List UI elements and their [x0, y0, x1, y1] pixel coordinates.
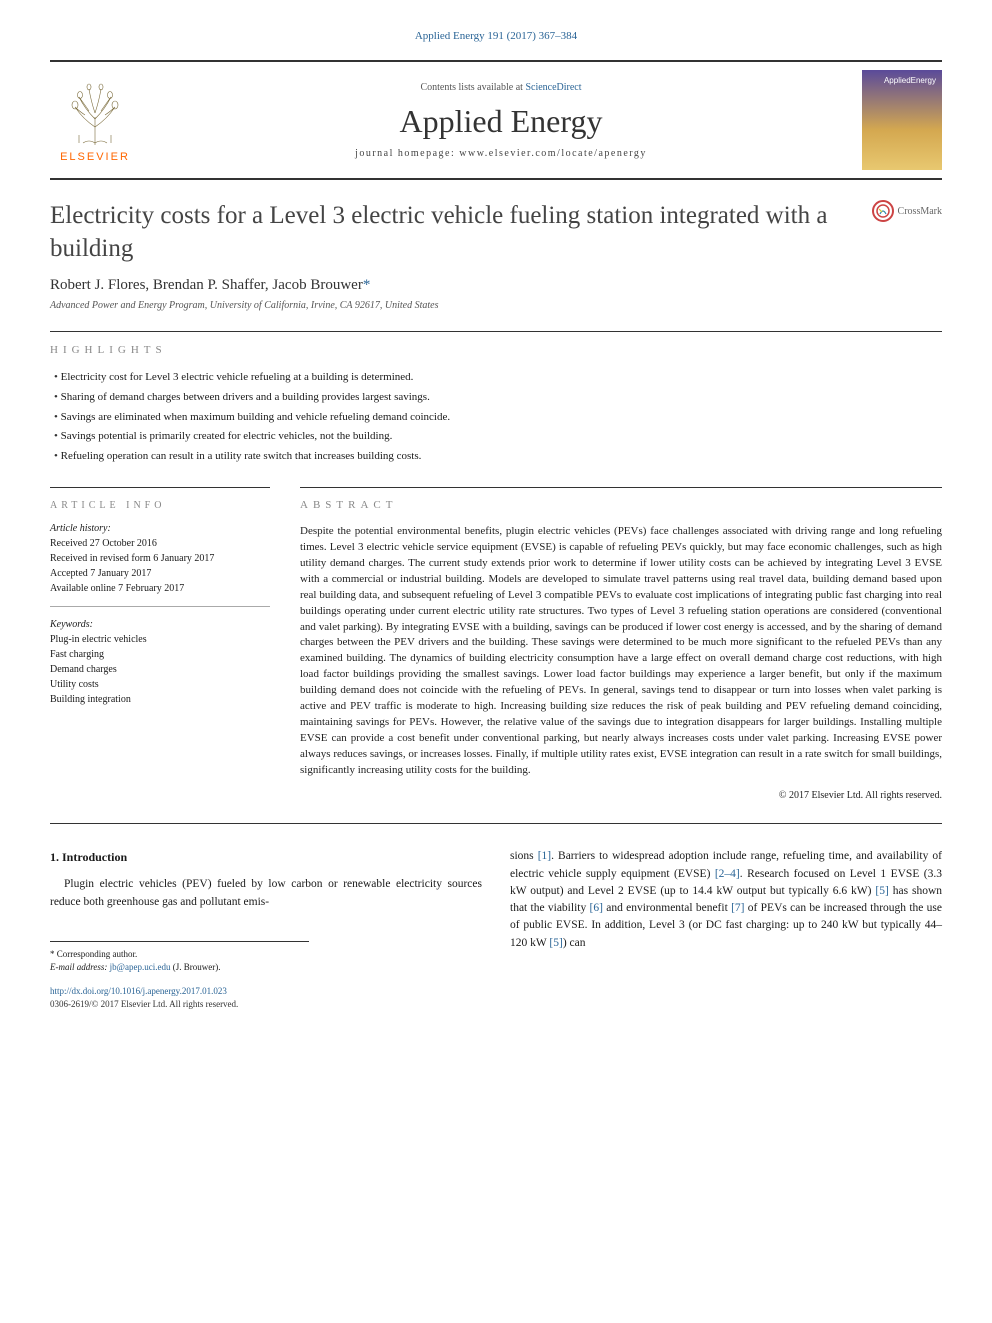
journal-header: ELSEVIER Contents lists available at Sci… — [50, 60, 942, 180]
highlight-item: Savings are eliminated when maximum buil… — [54, 408, 942, 428]
doi-link[interactable]: http://dx.doi.org/10.1016/j.apenergy.201… — [50, 985, 482, 999]
crossmark-icon — [872, 200, 894, 222]
abstract-heading: ABSTRACT — [300, 487, 942, 514]
journal-homepage: journal homepage: www.elsevier.com/locat… — [160, 148, 842, 159]
contents-prefix: Contents lists available at — [420, 82, 525, 93]
introduction-heading: 1. Introduction — [50, 848, 482, 866]
sciencedirect-link[interactable]: ScienceDirect — [525, 82, 581, 93]
intro-text-1: sions — [510, 850, 538, 862]
ref-link[interactable]: [6] — [590, 902, 603, 914]
elsevier-text: ELSEVIER — [60, 151, 130, 163]
intro-text-5: and environmental benefit — [603, 902, 731, 914]
journal-cover-thumbnail: AppliedEnergy — [862, 70, 942, 170]
history-revised: Received in revised form 6 January 2017 — [50, 551, 270, 566]
cover-title: AppliedEnergy — [884, 76, 936, 85]
abstract-text: Despite the potential environmental bene… — [300, 524, 942, 779]
highlight-item: Refueling operation can result in a util… — [54, 447, 942, 467]
keyword: Plug-in electric vehicles — [50, 632, 270, 647]
abstract-column: ABSTRACT Despite the potential environme… — [300, 487, 942, 803]
history-online: Available online 7 February 2017 — [50, 581, 270, 596]
body-left-column: 1. Introduction Plugin electric vehicles… — [50, 848, 482, 1012]
history-accepted: Accepted 7 January 2017 — [50, 566, 270, 581]
ref-link[interactable]: [2–4] — [715, 868, 740, 880]
intro-paragraph-right: sions [1]. Barriers to widespread adopti… — [510, 848, 942, 952]
citation-header: Applied Energy 191 (2017) 367–384 — [50, 30, 942, 42]
highlights-list: Electricity cost for Level 3 electric ve… — [50, 368, 942, 467]
keyword: Utility costs — [50, 677, 270, 692]
article-history-label: Article history: — [50, 521, 270, 536]
ref-link[interactable]: [7] — [731, 902, 744, 914]
keyword: Fast charging — [50, 647, 270, 662]
crossmark-label: CrossMark — [898, 206, 942, 217]
corr-name: (J. Brouwer). — [170, 962, 220, 972]
affiliation: Advanced Power and Energy Program, Unive… — [50, 300, 942, 311]
corresponding-marker: * — [363, 277, 371, 293]
authors-list: Robert J. Flores, Brendan P. Shaffer, Ja… — [50, 277, 363, 293]
history-received: Received 27 October 2016 — [50, 536, 270, 551]
elsevier-logo: ELSEVIER — [50, 70, 140, 170]
highlight-item: Savings potential is primarily created f… — [54, 427, 942, 447]
corr-star-line: * Corresponding author. — [50, 948, 309, 962]
abstract-copyright: © 2017 Elsevier Ltd. All rights reserved… — [300, 789, 942, 804]
issn-copyright: 0306-2619/© 2017 Elsevier Ltd. All right… — [50, 998, 482, 1012]
journal-name: Applied Energy — [160, 103, 842, 140]
article-info-heading: ARTICLE INFO — [50, 487, 270, 513]
highlights-heading: HIGHLIGHTS — [50, 331, 942, 356]
intro-paragraph-left: Plugin electric vehicles (PEV) fueled by… — [50, 876, 482, 911]
ref-link[interactable]: [5] — [875, 885, 888, 897]
keyword: Demand charges — [50, 662, 270, 677]
ref-link[interactable]: [5] — [549, 937, 562, 949]
corr-email-link[interactable]: jb@apep.uci.edu — [110, 962, 171, 972]
keywords-label: Keywords: — [50, 617, 270, 632]
highlight-item: Electricity cost for Level 3 electric ve… — [54, 368, 942, 388]
email-label: E-mail address: — [50, 962, 110, 972]
info-divider — [50, 606, 270, 607]
authors: Robert J. Flores, Brendan P. Shaffer, Ja… — [50, 277, 942, 294]
body-right-column: sions [1]. Barriers to widespread adopti… — [510, 848, 942, 1012]
keyword: Building integration — [50, 692, 270, 707]
article-title: Electricity costs for a Level 3 electric… — [50, 200, 872, 265]
elsevier-tree-icon — [55, 77, 135, 147]
ref-link[interactable]: [1] — [538, 850, 551, 862]
contents-list-text: Contents lists available at ScienceDirec… — [160, 82, 842, 93]
highlight-item: Sharing of demand charges between driver… — [54, 388, 942, 408]
crossmark-badge[interactable]: CrossMark — [872, 200, 942, 222]
corresponding-author-note: * Corresponding author. E-mail address: … — [50, 941, 309, 975]
intro-text-7: ) can — [563, 937, 586, 949]
article-info-column: ARTICLE INFO Article history: Received 2… — [50, 487, 270, 803]
